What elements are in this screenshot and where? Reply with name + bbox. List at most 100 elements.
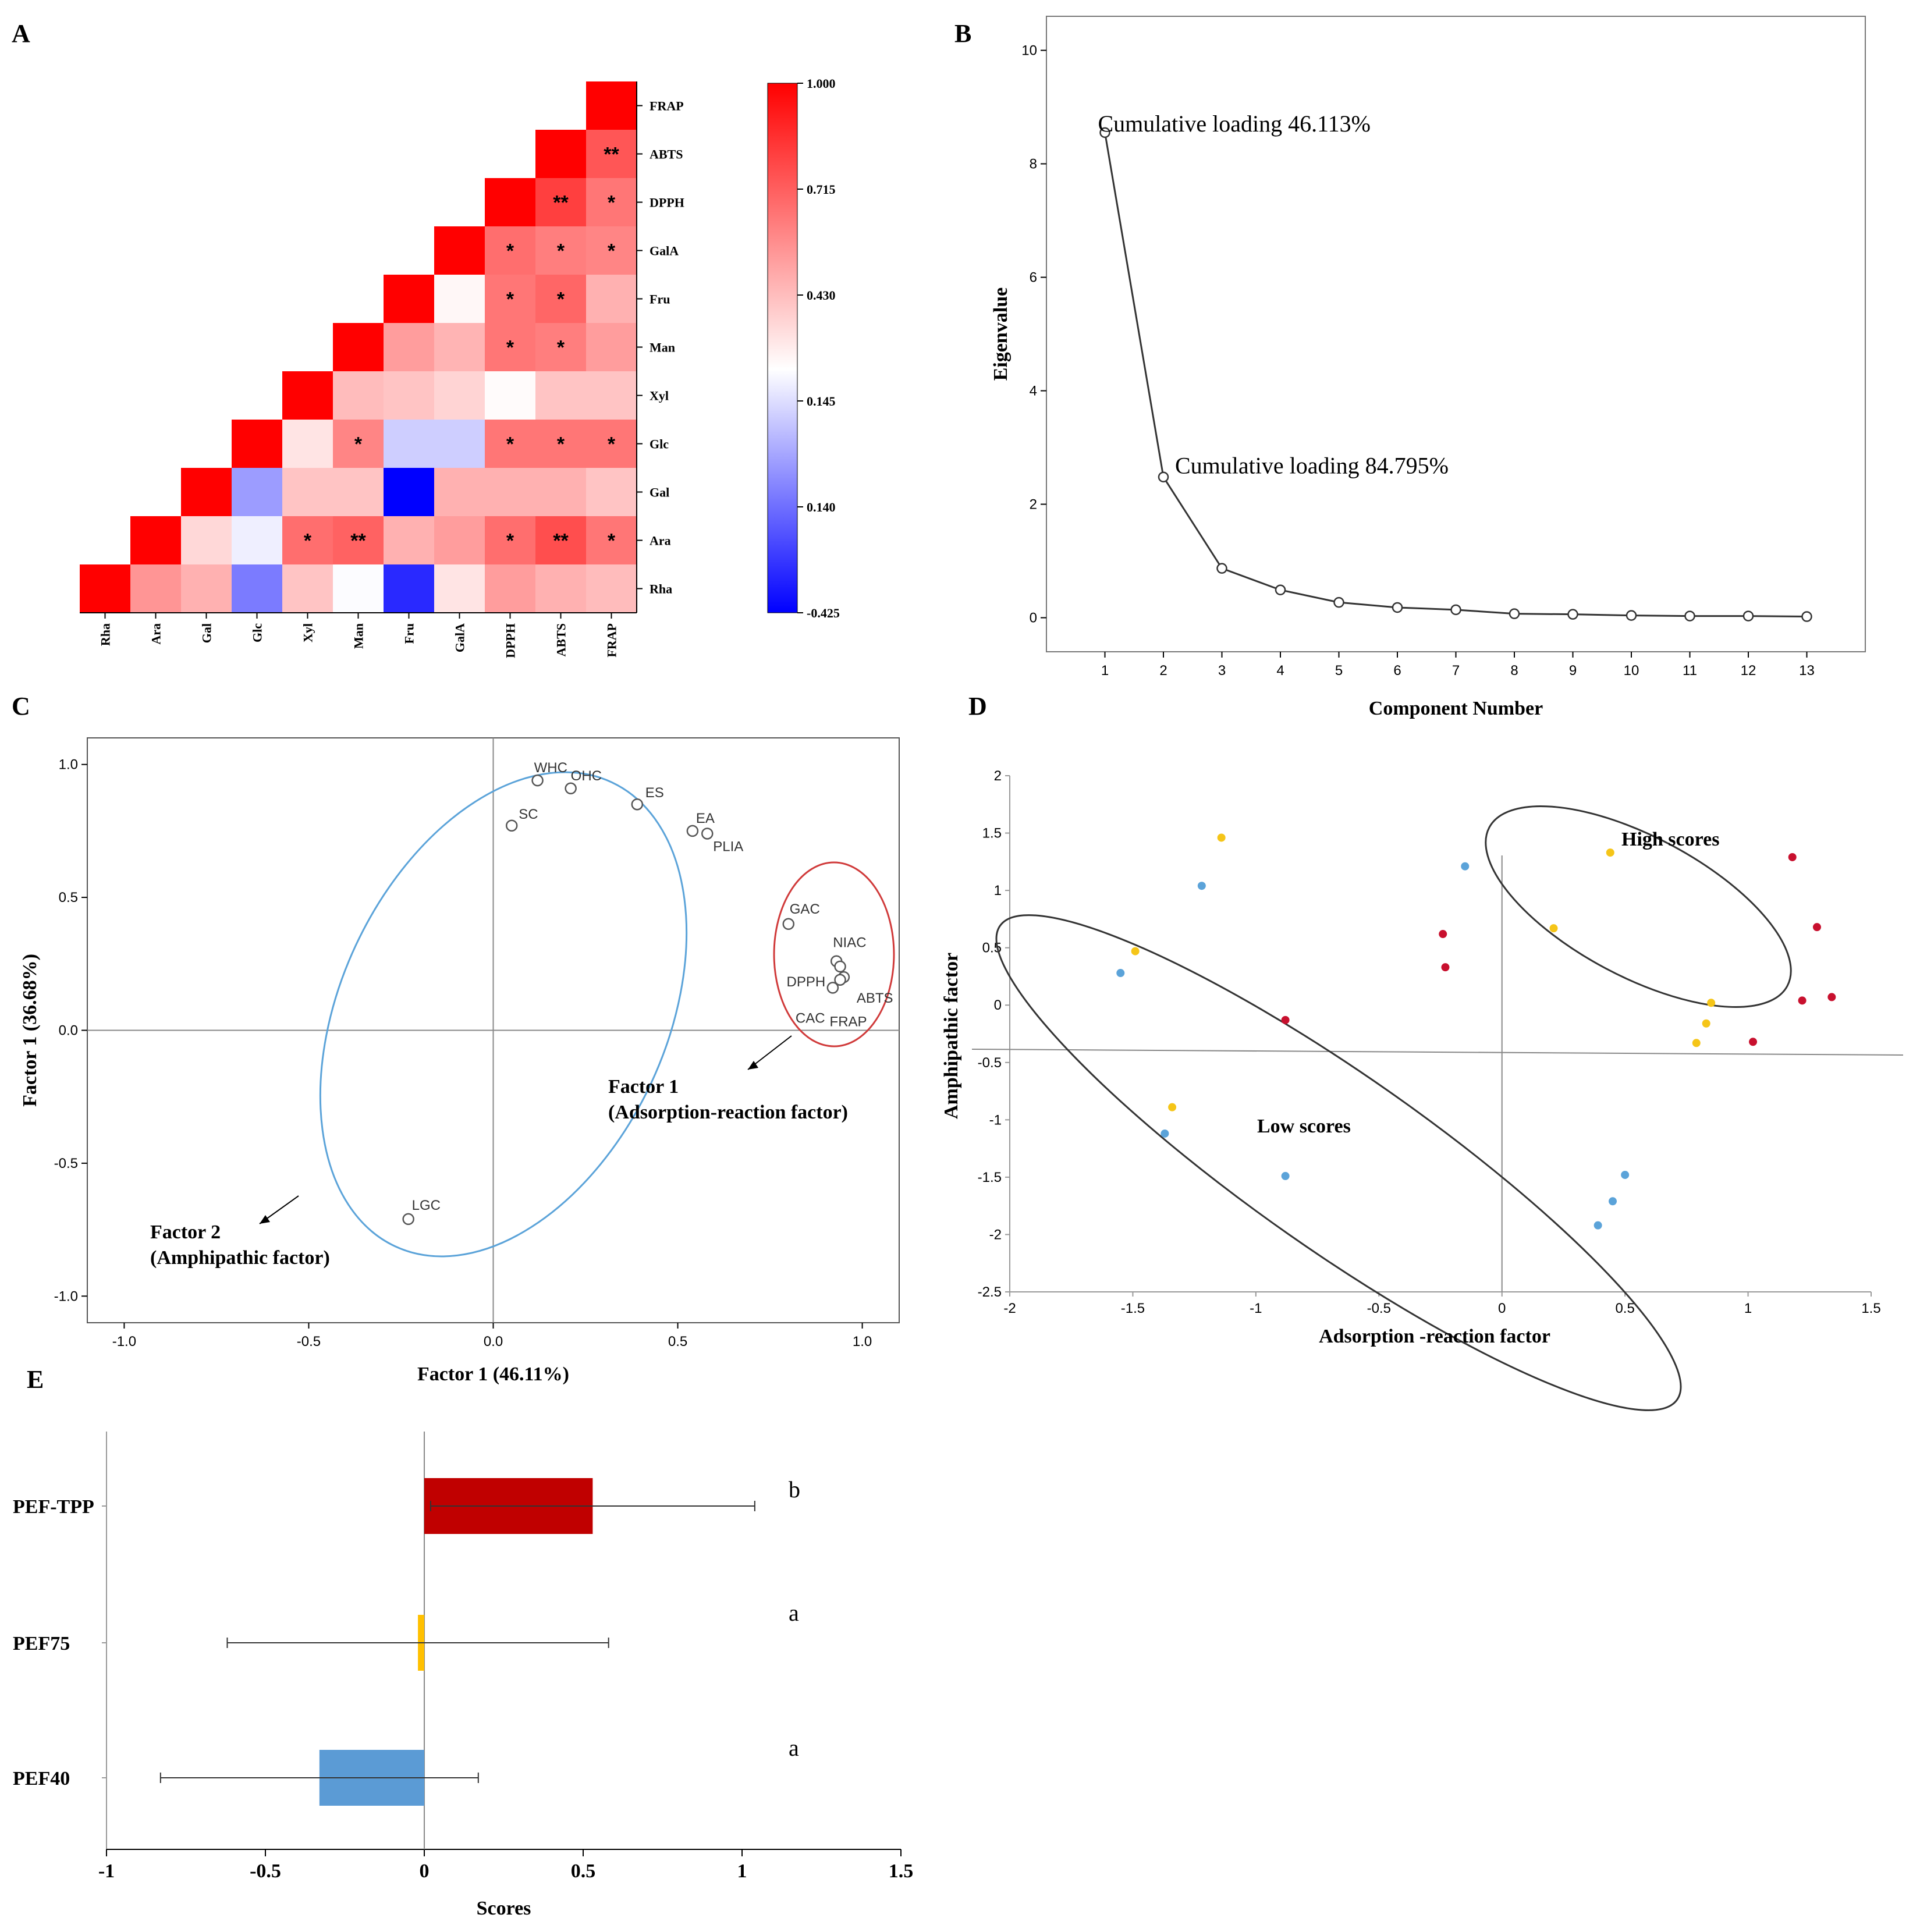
high-scores-label: High scores xyxy=(1621,829,1719,850)
significance-letter: a xyxy=(789,1735,799,1761)
category-label: PEF-TPP xyxy=(13,1496,94,1518)
y-axis-label: Amphipathic factor xyxy=(941,953,962,1119)
y-tick-label: 1 xyxy=(994,883,1002,898)
score-point xyxy=(1549,924,1558,933)
y-tick-label: Fru xyxy=(650,292,670,307)
y-tick-label: 10 xyxy=(1021,43,1037,59)
x-tick-label: 8 xyxy=(1510,663,1518,679)
data-point xyxy=(1333,596,1344,608)
x-tick-label: 0.5 xyxy=(571,1860,596,1882)
x-axis-label: Scores xyxy=(477,1898,531,1919)
heatmap-cell xyxy=(434,420,485,468)
heatmap-cell xyxy=(384,564,435,613)
heatmap-cell xyxy=(485,516,536,565)
loading-point xyxy=(834,960,846,973)
significance-mark: ** xyxy=(553,192,569,214)
significance-letter: a xyxy=(789,1600,799,1626)
colorbar xyxy=(767,83,798,613)
loading-point xyxy=(834,974,846,986)
heatmap-cell xyxy=(535,130,587,179)
y-axis-label: Eigenvalue xyxy=(990,287,1012,381)
heatmap-cell xyxy=(333,323,384,372)
data-point xyxy=(1392,602,1403,613)
y-tick-label: -1 xyxy=(989,1112,1002,1128)
data-point xyxy=(1742,610,1754,621)
x-tick-label: GalA xyxy=(453,623,467,652)
panel-letter-b: B xyxy=(954,19,971,48)
x-tick-label: 13 xyxy=(1799,663,1815,679)
x-tick-label: -0.5 xyxy=(250,1860,281,1882)
significance-mark: * xyxy=(608,530,616,552)
x-tick-label: -1.0 xyxy=(112,1334,136,1349)
low-scores-label: Low scores xyxy=(1257,1116,1351,1137)
loading-point xyxy=(531,774,544,787)
x-tick-label: Gal xyxy=(200,623,214,643)
heatmap-cell xyxy=(232,468,283,517)
annotation: Cumulative loading 84.795% xyxy=(1175,453,1449,479)
point-label: ABTS xyxy=(857,990,893,1006)
heatmap-cell xyxy=(485,323,536,372)
y-tick-label: GalA xyxy=(650,244,679,258)
heatmap-cell xyxy=(535,564,587,613)
score-point xyxy=(1798,996,1807,1005)
y-tick-label: 0.0 xyxy=(59,1023,78,1039)
x-tick-label: 0 xyxy=(420,1860,430,1882)
x-tick-label: 1.5 xyxy=(1861,1301,1880,1316)
y-tick-label: 0.5 xyxy=(59,890,78,905)
x-tick-label: 10 xyxy=(1624,663,1639,679)
y-tick-label: -1.5 xyxy=(978,1170,1002,1185)
x-tick-label: 1 xyxy=(737,1860,747,1882)
x-tick-label: 0 xyxy=(1498,1301,1506,1316)
horizontal-reference-line xyxy=(971,1049,1904,1056)
heatmap-cell xyxy=(333,420,384,468)
y-tick-label: FRAP xyxy=(650,99,684,113)
x-axis-label: Adsorption -reaction factor xyxy=(1319,1326,1550,1347)
point-label: DPPH xyxy=(787,974,826,990)
x-tick-label: 3 xyxy=(1218,663,1226,679)
heatmap-cell xyxy=(333,468,384,517)
x-tick-label: 1.0 xyxy=(853,1334,872,1349)
heatmap-cell xyxy=(586,516,637,565)
point-label: OHC xyxy=(571,768,602,784)
heatmap-cell xyxy=(535,516,587,565)
heatmap-cell xyxy=(586,468,637,517)
x-tick-label: -1 xyxy=(1250,1301,1262,1316)
data-point xyxy=(1801,611,1812,622)
colorbar-tick-label: 0.430 xyxy=(807,288,836,303)
point-label: EA xyxy=(696,811,715,826)
y-tick-label: -0.5 xyxy=(54,1156,78,1171)
point-label: ES xyxy=(645,785,664,801)
score-point xyxy=(1609,1197,1617,1206)
category-label: PEF75 xyxy=(13,1633,70,1654)
panel-letter-c: C xyxy=(12,692,30,720)
significance-mark: ** xyxy=(553,530,569,552)
x-tick-label: 0.5 xyxy=(1615,1301,1634,1316)
colorbar-tick-label: 0.145 xyxy=(807,394,836,409)
colorbar-tick-label: 0.715 xyxy=(807,182,836,197)
x-tick-label: 9 xyxy=(1569,663,1577,679)
x-tick-label: 0.0 xyxy=(484,1334,503,1349)
heatmap-cell xyxy=(586,564,637,613)
x-axis-label: Factor 1 (46.11%) xyxy=(417,1363,569,1385)
heatmap-cell xyxy=(282,516,333,565)
high-scores-ellipse xyxy=(1485,805,1792,1008)
heatmap-cell xyxy=(586,420,637,468)
heatmap-cell xyxy=(232,564,283,613)
loading-point xyxy=(701,828,714,840)
data-point xyxy=(1275,584,1286,595)
y-tick-label: 1.0 xyxy=(59,757,78,773)
heatmap-cell xyxy=(130,516,182,565)
heatmap-cell xyxy=(535,468,587,517)
x-tick-label: -2 xyxy=(1003,1301,1016,1316)
score-point xyxy=(1116,969,1125,978)
score-point xyxy=(1812,923,1821,932)
point-label: SC xyxy=(519,807,538,822)
y-tick-label: 0 xyxy=(1030,610,1037,626)
heatmap-cell xyxy=(535,226,587,275)
significance-mark: * xyxy=(304,530,312,552)
panel-letter-a: A xyxy=(12,19,30,48)
score-point xyxy=(1281,1171,1290,1180)
x-axis-label: Component Number xyxy=(1369,698,1543,719)
heatmap-cell xyxy=(384,468,435,517)
